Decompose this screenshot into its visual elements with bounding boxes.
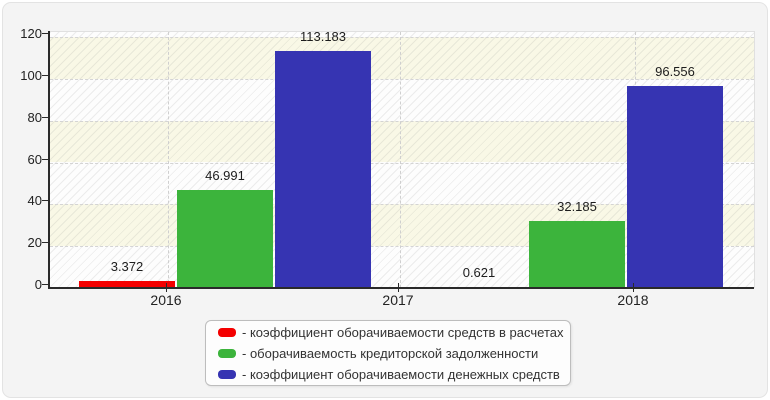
legend-swatch-green [218,348,236,358]
legend-swatch-red [218,327,236,337]
legend-swatch-blue [218,369,236,379]
y-tick-mark [42,33,49,34]
y-tick-mark [42,242,49,244]
y-tick-label: 60 [27,151,42,167]
legend-item: - коэффициент оборачиваемости денежных с… [218,366,570,383]
legend-box: - коэффициент оборачиваемости средств в … [205,320,571,386]
bar-value-label: 113.183 [299,29,347,45]
bar-value-label: 3.372 [110,258,144,274]
y-tick-mark [42,116,49,118]
x-axis-line [48,287,754,289]
y-tick-label: 40 [27,193,42,209]
bar-blue-group2 [627,86,723,288]
legend-label: - оборачиваемость кредиторской задолженн… [242,345,539,361]
legend-label: - коэффициент оборачиваемости денежных с… [242,366,560,382]
y-tick-mark [42,200,49,202]
x-gridline [400,32,401,288]
y-tick-mark [42,284,49,285]
x-tick-mark [398,283,399,292]
legend-item: - оборачиваемость кредиторской задолженн… [218,345,570,362]
y-tick-label: 120 [20,26,42,41]
bar-value-label: 32.185 [557,198,597,214]
x-tick-label: 2017 [382,292,414,308]
y-gridline [50,37,754,38]
x-tick-mark [633,283,634,292]
legend-label: - коэффициент оборачиваемости средств в … [242,324,564,340]
bar-blue-group1 [275,51,371,288]
x-gridline [168,32,169,288]
y-tick-label: 20 [27,235,42,251]
bar-green-group2 [529,220,625,288]
x-tick-label: 2016 [150,292,182,308]
y-axis-line [48,31,50,289]
bar-value-label: 46.991 [205,167,245,183]
x-tick-mark [166,283,167,292]
y-gridline [50,246,754,248]
y-gridline [50,162,754,164]
y-tick-mark [42,158,49,160]
y-tick-label: 80 [27,109,42,125]
y-tick-mark [42,74,49,76]
y-gridline [50,78,754,80]
y-tick-label: 100 [20,67,42,83]
y-tick-label: 0 [34,277,42,292]
plot-area: 3.372 46.991 113.183 0.621 32.185 96.556 [50,29,755,288]
y-gridline [50,120,754,122]
legend-item: - коэффициент оборачиваемости средств в … [218,324,570,341]
bar-value-label: 96.556 [655,64,695,80]
bar-green-group1 [177,189,273,288]
bar-value-label: 0.621 [462,264,496,280]
y-gridline [50,204,754,206]
background-band [50,37,754,79]
x-tick-label: 2018 [617,292,649,308]
bar-red-group1 [79,280,175,288]
